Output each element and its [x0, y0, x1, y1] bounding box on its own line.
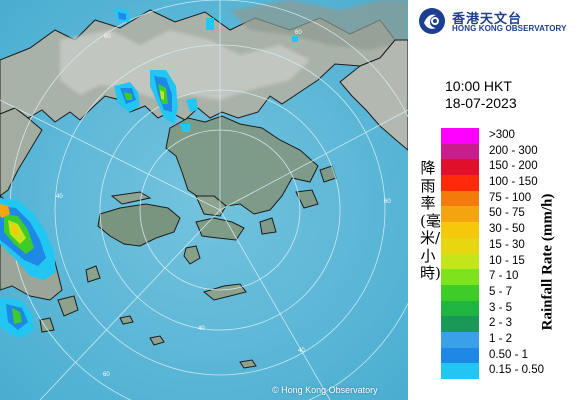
legend-title-english: Rainfall Rate (mm/h) — [539, 193, 556, 331]
legend-row: 15 - 30 — [441, 237, 551, 254]
legend-row: 7 - 10 — [441, 269, 551, 285]
legend-row: 5 - 7 — [441, 284, 551, 301]
logo-name-english: HONG KONG OBSERVATORY — [452, 24, 567, 33]
legend-label: 10 - 15 — [489, 254, 525, 267]
radar-echoes — [0, 8, 298, 338]
legend-label: 15 - 30 — [489, 238, 525, 251]
east-coast-landmass — [339, 39, 408, 151]
ring-label: 40 — [198, 326, 205, 332]
radar-date: 18-07-2023 — [445, 95, 517, 111]
cloud-texture — [60, 30, 310, 100]
lantau-island — [97, 203, 181, 247]
legend-row: 2 - 3 — [441, 316, 551, 332]
ring-label: 60 — [384, 199, 391, 205]
info-panel: 香港天文台 HONG KONG OBSERVATORY 10:00 HKT 18… — [408, 0, 577, 400]
legend-row: 50 - 75 — [441, 206, 551, 223]
ring-label: 60 — [104, 34, 111, 40]
legend-swatch — [441, 128, 479, 144]
logo-name-chinese: 香港天文台 — [452, 12, 523, 27]
radar-time: 10:00 HKT — [445, 78, 512, 94]
legend-label: 200 - 300 — [489, 144, 538, 157]
legend-swatch — [441, 253, 479, 270]
legend-label: 50 - 75 — [489, 207, 525, 220]
new-territories-landmass — [165, 115, 319, 215]
kowloon-peninsula — [195, 195, 227, 217]
legend-swatch — [441, 175, 479, 191]
legend-label: >300 — [489, 129, 515, 141]
legend-swatch — [441, 347, 479, 364]
lamma-island — [183, 245, 201, 265]
west-landmass — [0, 107, 43, 197]
legend-swatch — [441, 316, 479, 332]
ring-labels: 60 60 60 60 40 40 40 — [56, 30, 391, 378]
legend-swatch — [441, 143, 479, 160]
legend-row: 200 - 300 — [441, 143, 551, 160]
legend-label: 30 - 50 — [489, 223, 525, 236]
legend-row: 0.15 - 0.50 — [441, 363, 551, 379]
legend-label: 150 - 200 — [489, 160, 538, 173]
legend-row: 150 - 200 — [441, 159, 551, 176]
range-spokes — [0, 0, 408, 400]
legend-row: 30 - 50 — [441, 222, 551, 238]
legend-row: 75 - 100 — [441, 190, 551, 207]
hong-kong-island — [195, 217, 245, 241]
west-islands — [39, 265, 101, 333]
legend-swatch — [441, 190, 479, 207]
legend-label: 75 - 100 — [489, 191, 532, 204]
ring-label: 40 — [56, 194, 63, 200]
radar-map-canvas: 60 60 60 60 40 40 40 — [0, 0, 408, 400]
legend-label: 5 - 7 — [489, 285, 513, 298]
legend-row: 1 - 2 — [441, 331, 551, 348]
copyright-notice: © Hong Kong Observatory — [272, 385, 378, 395]
legend-swatch — [441, 284, 479, 301]
legend-label: 3 - 5 — [489, 301, 513, 314]
legend-swatch — [441, 159, 479, 176]
legend-swatch — [441, 206, 479, 223]
legend-swatch — [441, 331, 479, 348]
legend-swatch — [441, 237, 479, 254]
legend-swatch — [441, 269, 479, 285]
rainfall-legend: >300 200 - 300 150 - 200 100 - 150 75 - 100 5… — [441, 128, 551, 379]
lema-islands — [119, 283, 257, 369]
legend-label: 2 - 3 — [489, 317, 513, 330]
legend-title-chinese: 降雨率(毫米/小時) — [420, 159, 441, 282]
legend-label: 0.15 - 0.50 — [489, 364, 544, 377]
legend-label: 0.50 - 1 — [489, 348, 528, 361]
airport-island — [110, 191, 152, 205]
observatory-logo[interactable]: 香港天文台 HONG KONG OBSERVATORY — [416, 5, 576, 37]
radar-map[interactable]: 60 60 60 60 40 40 40 — [0, 0, 408, 400]
legend-label: 7 - 10 — [489, 270, 519, 283]
legend-label: 1 - 2 — [489, 332, 513, 345]
sai-kung-islands — [259, 165, 337, 235]
legend-swatch — [441, 363, 479, 379]
observatory-logo-icon — [419, 8, 445, 34]
legend-swatch — [441, 300, 479, 317]
legend-label: 100 - 150 — [489, 176, 538, 189]
legend-row: 10 - 15 — [441, 253, 551, 270]
legend-row: 0.50 - 1 — [441, 347, 551, 364]
legend-row: >300 — [441, 128, 551, 144]
legend-swatch — [441, 222, 479, 238]
ring-label: 60 — [295, 30, 302, 36]
ring-label: 60 — [103, 372, 110, 378]
legend-row: 100 - 150 — [441, 175, 551, 191]
ring-label: 40 — [298, 348, 305, 354]
legend-row: 3 - 5 — [441, 300, 551, 317]
